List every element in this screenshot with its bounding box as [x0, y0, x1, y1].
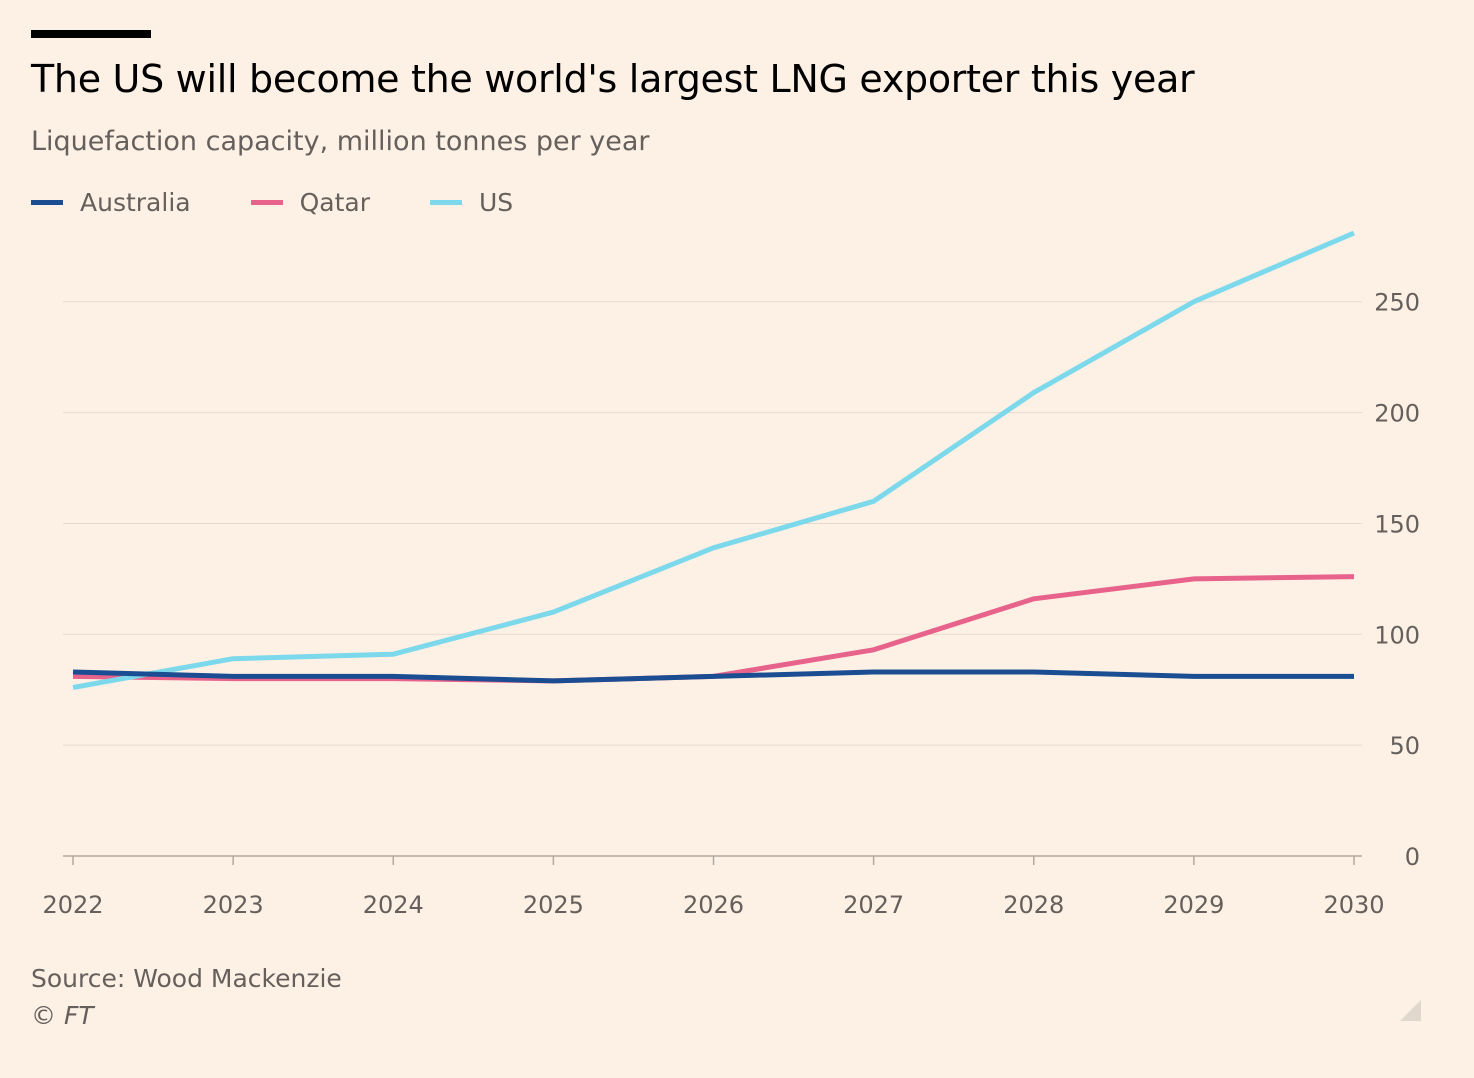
x-axis: 2022 2023 2024 2025 2026 2027 2028 2029 2030	[42, 855, 1385, 919]
legend-item-australia: Australia	[31, 188, 191, 217]
credit-note: © FT	[31, 1001, 94, 1030]
resize-corner-icon	[1400, 1000, 1421, 1021]
series-lines	[72, 230, 1355, 690]
x-tick-label: 2023	[203, 891, 264, 919]
legend-item-qatar: Qatar	[250, 187, 370, 217]
legend-item-us: US	[430, 188, 513, 217]
series-line-australia	[72, 669, 1354, 684]
x-tick-label: 2022	[42, 891, 103, 919]
x-tick-label: 2026	[683, 891, 744, 919]
x-tick-label: 2028	[1003, 891, 1064, 919]
series-line-qatar	[72, 574, 1355, 684]
legend-swatch-us	[430, 199, 462, 205]
legend-label-us: US	[479, 187, 514, 217]
source-note: Source: Wood Mackenzie	[31, 964, 342, 993]
y-tick-label: 250	[1374, 289, 1420, 317]
x-tick-label: 2029	[1163, 891, 1224, 919]
y-tick-label: 0	[1405, 843, 1420, 871]
y-tick-label: 150	[1374, 510, 1420, 538]
legend: Australia Qatar US	[31, 184, 573, 220]
series-line-us	[72, 230, 1355, 690]
y-tick-label: 50	[1389, 732, 1420, 760]
legend-swatch-qatar	[250, 199, 283, 205]
x-tick-label: 2027	[843, 891, 904, 919]
line-chart: 2022 2023 2024 2025 2026 2027 2028 2029 2030 0 50…	[42, 230, 1420, 919]
gridlines	[63, 301, 1362, 746]
x-tick-label: 2030	[1323, 891, 1384, 919]
y-tick-label: 200	[1374, 400, 1420, 428]
legend-swatch-australia	[31, 199, 63, 205]
chart-subtitle: Liquefaction capacity, million tonnes pe…	[31, 126, 650, 157]
y-tick-label: 100	[1374, 621, 1420, 649]
top-rule	[31, 30, 151, 38]
legend-label-australia: Australia	[80, 187, 191, 217]
legend-label-qatar: Qatar	[299, 187, 370, 217]
y-axis: 0 50 100 150 200 250	[1374, 289, 1420, 871]
x-tick-label: 2024	[363, 891, 424, 919]
x-tick-label: 2025	[523, 891, 584, 919]
chart-title: The US will become the world's largest L…	[31, 57, 1195, 101]
